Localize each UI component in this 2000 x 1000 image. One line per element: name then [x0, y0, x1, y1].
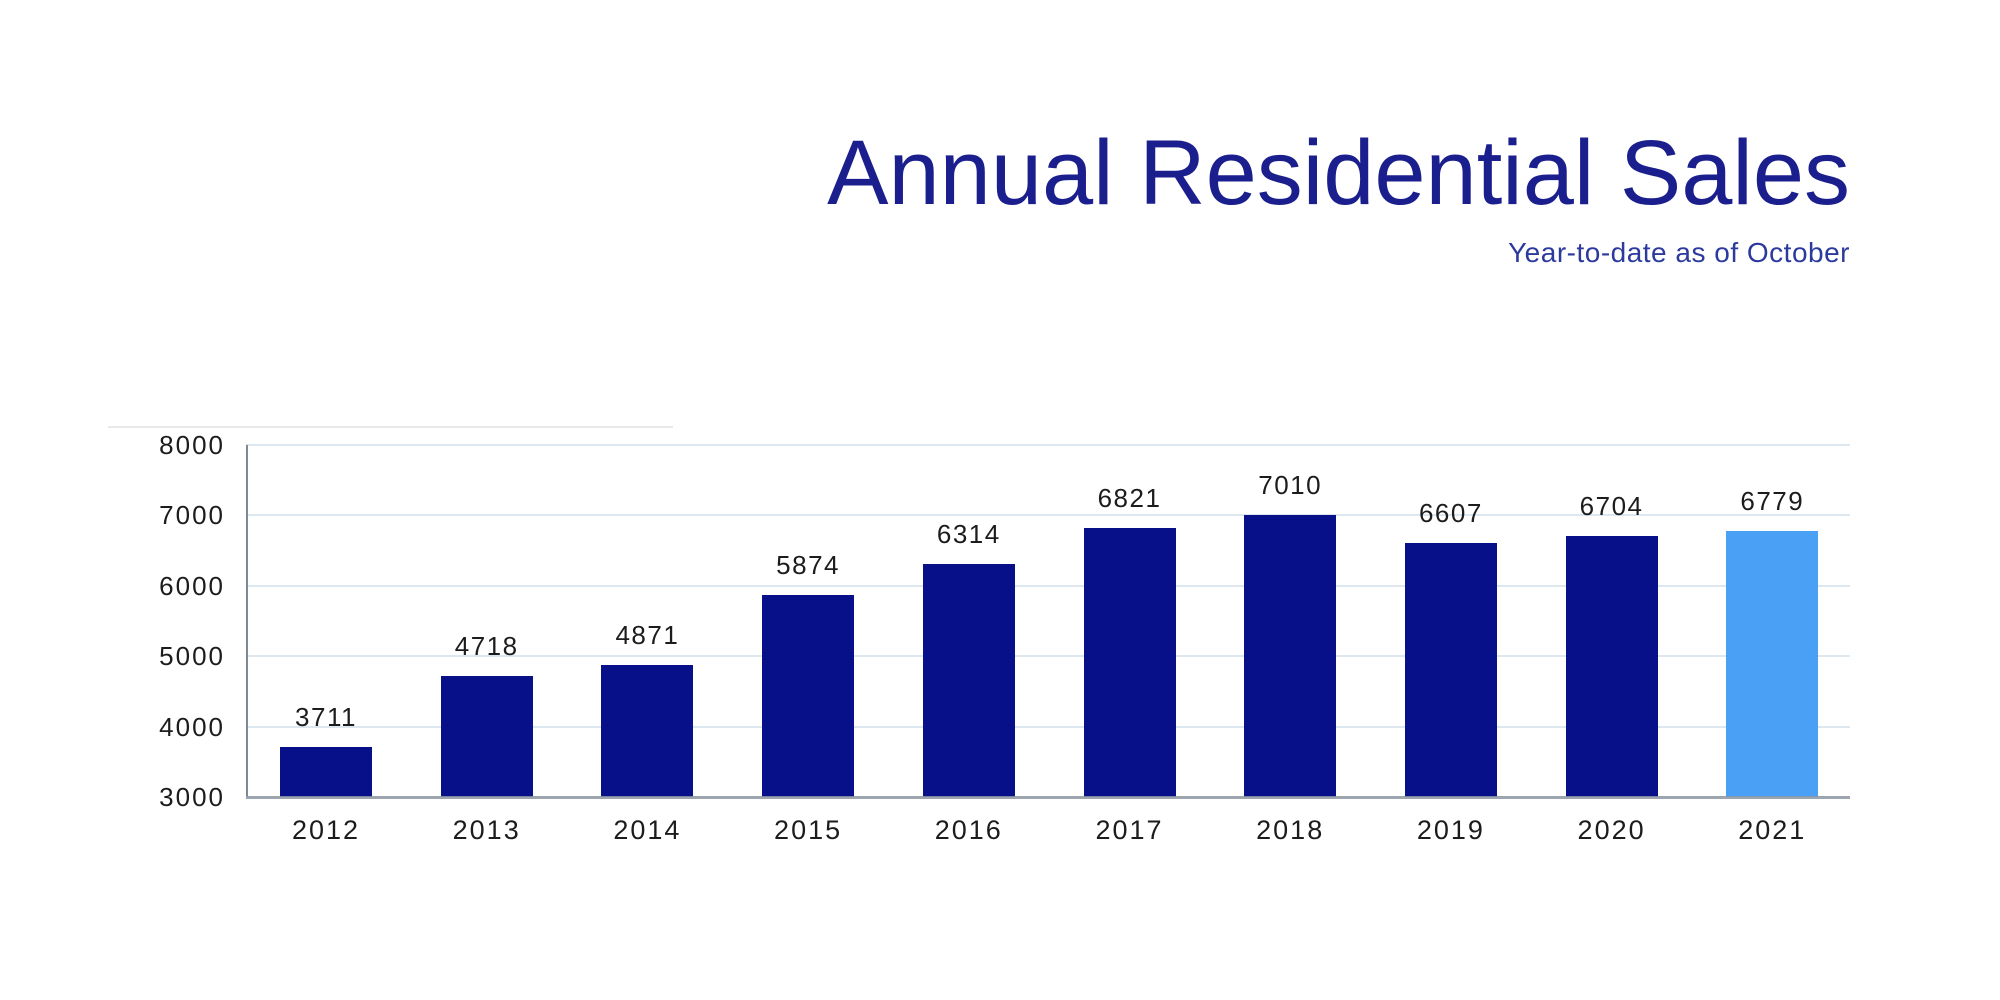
bar-value-label: 6607	[1418, 498, 1483, 529]
bar-2018	[1244, 514, 1337, 797]
gridline	[246, 655, 1850, 658]
x-tick-label: 2014	[613, 815, 682, 845]
x-tick-label: 2013	[452, 815, 521, 845]
bar-value-label: 3711	[295, 701, 357, 732]
x-tick-label: 2015	[774, 815, 843, 845]
bar-2012	[280, 746, 372, 797]
y-tick-label: 8000	[159, 430, 225, 460]
y-tick-label: 4000	[159, 711, 225, 742]
bar-value-label: 4718	[454, 631, 519, 662]
x-tick-label: 2012	[291, 815, 361, 845]
bar-value-label: 7010	[1258, 469, 1323, 500]
x-tick-label: 2019	[1416, 815, 1485, 845]
bar-value-label: 6314	[936, 518, 1001, 549]
x-axis-line	[246, 796, 1850, 799]
y-tick-label: 7000	[159, 500, 225, 531]
chart-title: Annual Residential Sales	[827, 122, 1850, 224]
bar-value-label: 4871	[615, 620, 680, 651]
y-tick-label: 5000	[159, 641, 225, 672]
x-tick-label: 2018	[1256, 815, 1325, 845]
bar-value-label: 5874	[776, 549, 841, 580]
bar-2015	[762, 594, 855, 797]
x-tick-label: 2020	[1577, 815, 1646, 845]
bar-2021	[1726, 530, 1819, 797]
bar-value-label: 6821	[1097, 483, 1162, 513]
gridline	[246, 725, 1850, 728]
x-tick-label: 2021	[1738, 815, 1807, 845]
y-axis-line	[246, 445, 248, 797]
chart-subtitle: Year-to-date as of October	[1508, 237, 1850, 268]
bar-value-label: 6779	[1740, 485, 1805, 516]
bar-2016	[922, 563, 1015, 797]
bar-2017	[1083, 528, 1176, 797]
y-tick-label: 6000	[159, 570, 225, 601]
y-tick-label: 3000	[159, 782, 225, 812]
bar-2013	[440, 676, 533, 797]
gridline	[246, 444, 1850, 446]
gridline	[246, 514, 1850, 517]
bar-2014	[601, 665, 694, 797]
gridline	[246, 584, 1850, 587]
bar-2019	[1404, 543, 1497, 797]
chart-edge-artifact	[108, 426, 673, 428]
bar-value-label: 6704	[1579, 491, 1644, 522]
bar-2020	[1565, 536, 1658, 797]
x-tick-label: 2016	[934, 815, 1003, 845]
x-tick-label: 2017	[1095, 815, 1164, 845]
